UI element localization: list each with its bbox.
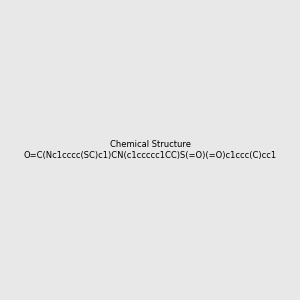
Text: Chemical Structure
O=C(Nc1cccc(SC)c1)CN(c1ccccc1CC)S(=O)(=O)c1ccc(C)cc1: Chemical Structure O=C(Nc1cccc(SC)c1)CN(… bbox=[23, 140, 277, 160]
